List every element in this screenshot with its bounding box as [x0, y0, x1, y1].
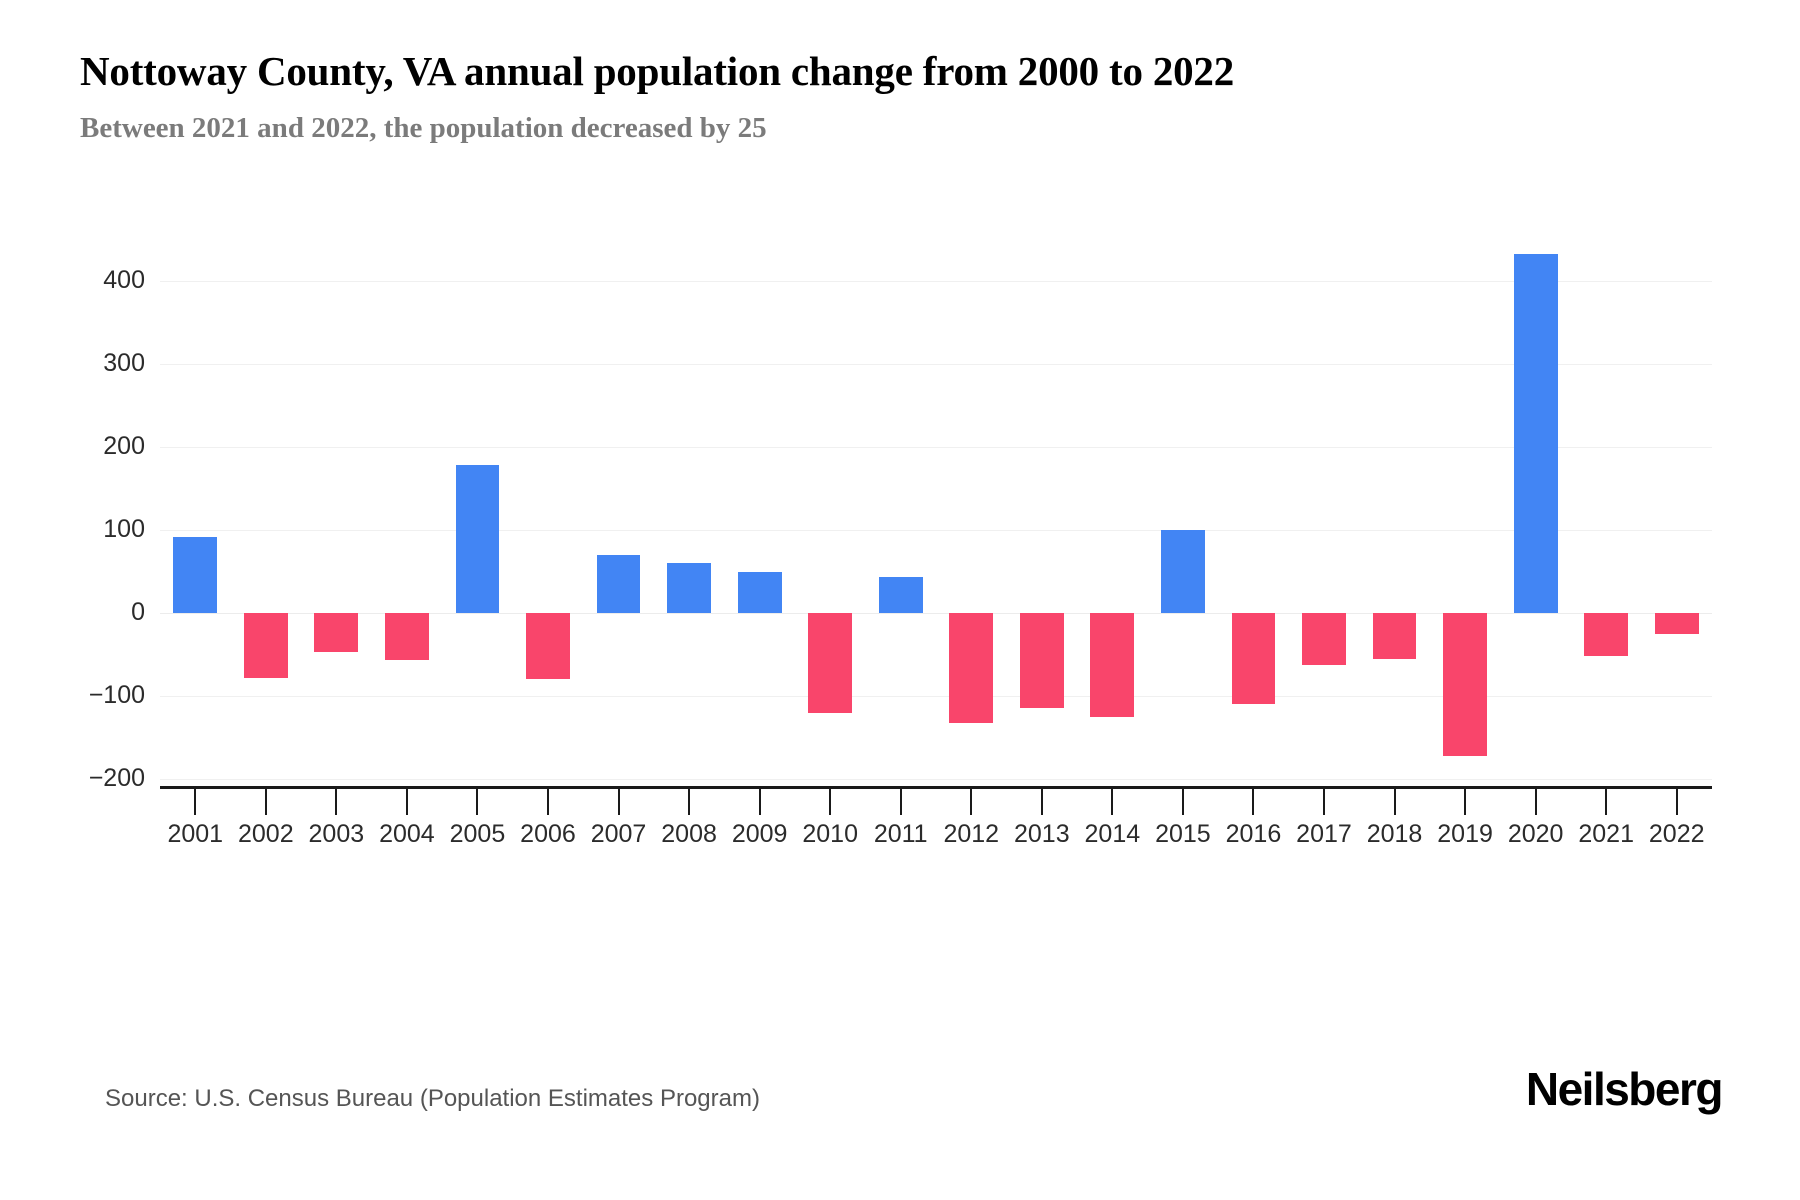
bar-2005[interactable] [455, 465, 500, 613]
x-axis-tick-label: 2001 [167, 820, 224, 848]
bar-2021[interactable] [1584, 613, 1629, 657]
bar-2001[interactable] [173, 536, 218, 613]
x-axis-tick [899, 789, 902, 815]
bar-2022[interactable] [1654, 613, 1699, 634]
source-note: Source: U.S. Census Bureau (Population E… [105, 1085, 760, 1112]
x-axis-tick-label: 2017 [1296, 820, 1352, 848]
x-axis-tick-label: 2021 [1578, 820, 1634, 848]
bar-2020[interactable] [1513, 254, 1558, 613]
x-axis-tick-label: 2020 [1507, 820, 1564, 848]
x-axis-tick [1181, 789, 1184, 815]
bar-2010[interactable] [808, 613, 853, 713]
x-axis-tick [758, 789, 761, 815]
bar-2015[interactable] [1161, 530, 1205, 613]
y-gridline [160, 613, 1712, 614]
y-axis-tick-label: 100 [103, 515, 145, 543]
bar-2012[interactable] [949, 613, 994, 724]
bar-2018[interactable] [1372, 613, 1417, 659]
bar-2006[interactable] [526, 613, 570, 680]
y-gridline [160, 364, 1712, 365]
x-axis-tick [476, 789, 479, 815]
x-axis-tick [1252, 789, 1255, 815]
x-axis-tick [1464, 789, 1467, 815]
x-axis-tick-label: 2012 [943, 820, 1000, 848]
x-axis-tick-label: 2016 [1225, 820, 1282, 848]
y-gridline [160, 530, 1712, 531]
x-axis-tick [688, 789, 691, 815]
x-axis-tick-label: 2007 [590, 820, 647, 848]
bar-2004[interactable] [385, 613, 429, 661]
x-axis-tick [405, 789, 408, 815]
bar-2002[interactable] [243, 613, 288, 678]
y-axis-tick-label: 200 [103, 432, 145, 460]
x-axis-tick-label: 2003 [308, 820, 365, 848]
bar-2014[interactable] [1090, 613, 1135, 717]
x-axis-tick [1111, 789, 1114, 815]
x-axis-tick [264, 789, 267, 815]
y-gridline [160, 281, 1712, 282]
brand-logo: Neilsberg [1525, 1063, 1724, 1115]
y-axis-tick-label: 400 [103, 266, 145, 294]
x-axis-tick-label: 2005 [449, 820, 506, 848]
y-axis-tick-label: 300 [103, 349, 145, 377]
y-axis-tick-label: 0 [131, 598, 145, 626]
bar-2011[interactable] [878, 577, 923, 613]
x-axis-tick [335, 789, 338, 815]
y-axis-tick-label: −200 [88, 764, 145, 792]
bar-2007[interactable] [596, 554, 641, 613]
y-gridline [160, 779, 1712, 780]
x-axis-tick-label: 2006 [520, 820, 576, 848]
x-axis-line [160, 786, 1712, 789]
x-axis-tick-label: 2010 [802, 820, 858, 848]
x-axis-tick [1040, 789, 1043, 815]
x-axis-tick-label: 2004 [379, 820, 435, 848]
bar-2019[interactable] [1443, 613, 1487, 756]
x-axis-tick [970, 789, 973, 815]
x-axis-tick-label: 2014 [1084, 820, 1141, 848]
x-axis-tick-label: 2022 [1648, 820, 1705, 848]
x-axis-tick [1675, 789, 1678, 815]
x-axis-tick-label: 2011 [873, 820, 928, 848]
x-axis-tick-label: 2013 [1013, 820, 1070, 848]
x-axis-tick [547, 789, 549, 815]
x-axis-tick [194, 789, 197, 815]
x-axis-tick-label: 2015 [1155, 820, 1211, 848]
x-axis-tick [829, 789, 832, 815]
bar-2003[interactable] [314, 613, 359, 652]
x-axis-tick-label: 2009 [731, 820, 788, 848]
bar-2009[interactable] [737, 571, 782, 613]
bar-2017[interactable] [1302, 613, 1346, 666]
x-axis-tick [1393, 789, 1396, 815]
x-axis-tick-label: 2002 [237, 820, 294, 848]
bar-2008[interactable] [667, 563, 711, 613]
chart-subtitle: Between 2021 and 2022, the population de… [80, 112, 767, 145]
y-axis-tick-label: −100 [88, 681, 145, 709]
chart-header: Nottoway County, VA annual population ch… [80, 48, 1720, 146]
bar-2016[interactable] [1231, 613, 1276, 705]
page-title: Nottoway County, VA annual population ch… [80, 48, 1235, 94]
x-axis-tick [617, 789, 620, 815]
x-axis-tick [1605, 789, 1608, 815]
y-gridline [160, 447, 1712, 448]
y-gridline [160, 696, 1712, 697]
x-axis-tick-label: 2019 [1437, 820, 1493, 848]
bar-2013[interactable] [1019, 613, 1064, 709]
x-axis-tick-label: 2018 [1366, 820, 1423, 848]
x-axis-tick [1323, 789, 1325, 815]
x-axis-tick [1534, 789, 1537, 815]
x-axis-tick-label: 2008 [661, 820, 717, 848]
